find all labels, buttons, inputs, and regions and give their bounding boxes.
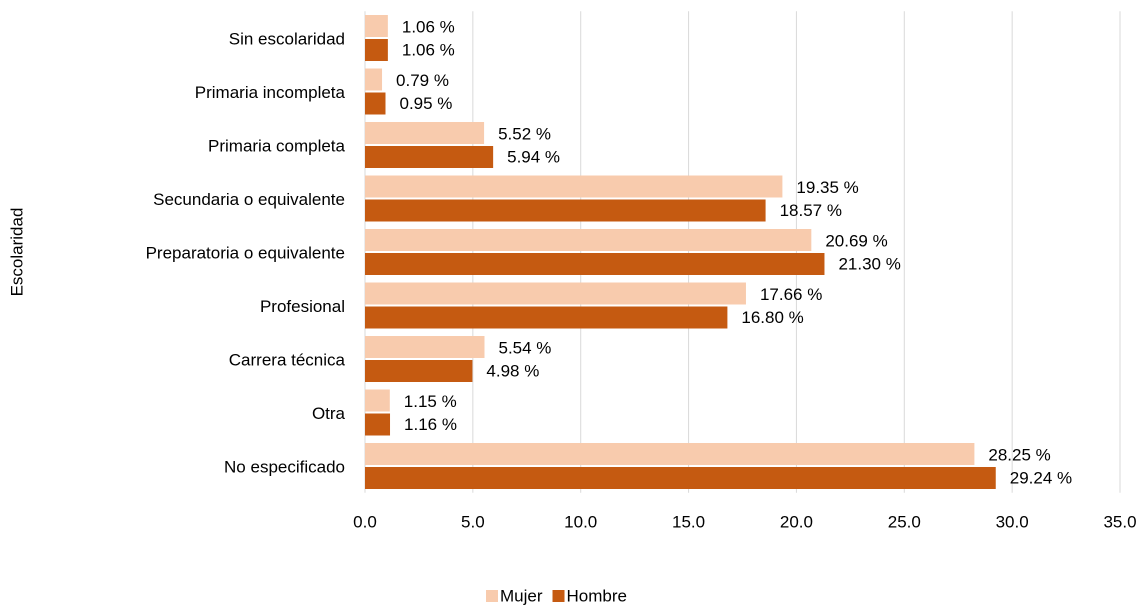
y-tick-label: No especificado (224, 457, 345, 476)
bar (365, 122, 485, 144)
bar (365, 253, 825, 275)
bar (365, 306, 728, 329)
bar (365, 336, 485, 358)
y-tick-label: Sin escolaridad (229, 29, 345, 48)
x-tick-label: 20.0 (780, 512, 813, 531)
value-label: 1.16 % (404, 415, 457, 434)
bar (365, 146, 494, 168)
value-label: 17.66 % (760, 285, 822, 304)
y-tick-label: Primaria completa (208, 136, 346, 155)
value-label: 5.52 % (498, 124, 551, 143)
legend-label: Hombre (567, 586, 627, 605)
x-tick-label: 15.0 (672, 512, 705, 531)
value-label: 16.80 % (741, 308, 803, 327)
legend-label: Mujer (500, 586, 543, 605)
x-tick-label: 10.0 (564, 512, 597, 531)
value-label: 1.06 % (402, 40, 455, 59)
value-label: 1.15 % (404, 392, 457, 411)
y-tick-label: Primaria incompleta (195, 83, 346, 102)
x-tick-label: 35.0 (1103, 512, 1136, 531)
x-tick-label: 30.0 (996, 512, 1029, 531)
legend-swatch (486, 590, 498, 602)
value-label: 28.25 % (988, 445, 1050, 464)
bar (365, 175, 783, 198)
bar (365, 68, 383, 91)
value-label: 4.98 % (486, 361, 539, 380)
bar (365, 360, 473, 382)
x-tick-label: 0.0 (353, 512, 377, 531)
bar (365, 282, 746, 305)
y-tick-label: Carrera técnica (229, 350, 346, 369)
y-axis-label: Escolaridad (7, 208, 26, 297)
y-tick-label: Preparatoria o equivalente (146, 243, 345, 262)
bar (365, 199, 766, 222)
value-label: 1.06 % (402, 17, 455, 36)
legend-swatch (552, 590, 565, 602)
value-label: 29.24 % (1010, 468, 1072, 487)
bar (365, 413, 391, 436)
value-label: 19.35 % (796, 178, 858, 197)
y-tick-label: Otra (312, 404, 346, 423)
y-tick-label: Secundaria o equivalente (153, 190, 345, 209)
value-label: 0.95 % (399, 94, 452, 113)
value-label: 5.54 % (499, 338, 552, 357)
bar (365, 467, 996, 489)
value-label: 21.30 % (838, 254, 900, 273)
value-label: 18.57 % (780, 201, 842, 220)
value-label: 20.69 % (825, 231, 887, 250)
bar (365, 229, 812, 251)
x-tick-label: 5.0 (461, 512, 485, 531)
bar (365, 92, 386, 115)
bar (365, 443, 975, 465)
bar (365, 15, 388, 37)
bar (365, 389, 390, 412)
bar (365, 39, 388, 61)
x-tick-label: 25.0 (888, 512, 921, 531)
y-tick-label: Profesional (260, 297, 345, 316)
value-label: 0.79 % (396, 71, 449, 90)
value-label: 5.94 % (507, 147, 560, 166)
